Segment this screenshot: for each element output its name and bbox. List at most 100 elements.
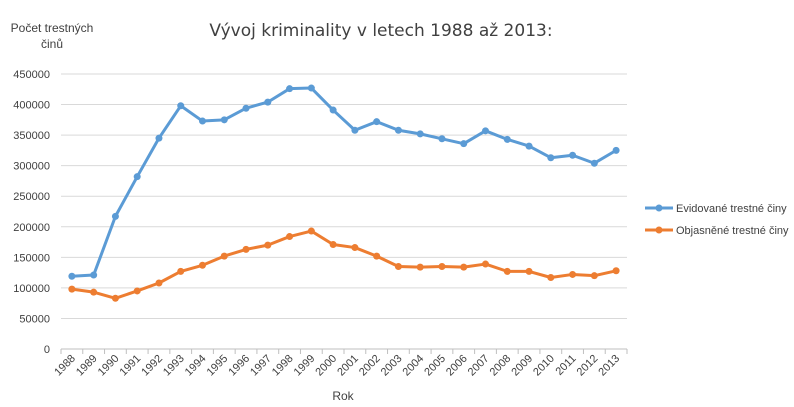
data-point <box>220 116 228 124</box>
data-point <box>264 98 272 106</box>
y-tick-label: 200000 <box>13 222 50 234</box>
data-point <box>155 279 163 287</box>
x-tick-label: 2010 <box>531 353 557 379</box>
data-point <box>351 244 359 252</box>
x-tick-label: 2004 <box>401 353 427 379</box>
y-tick-label: 350000 <box>13 130 50 142</box>
x-tick-label: 2009 <box>509 353 535 379</box>
data-point <box>155 134 163 142</box>
legend-entry: Evidované trestné činy <box>645 203 787 215</box>
x-tick-label: 2002 <box>357 353 383 379</box>
x-tick-label: 2011 <box>553 353 578 378</box>
legend-swatch-marker <box>655 204 663 212</box>
data-point <box>460 263 468 271</box>
x-axis-title: Rok <box>332 389 354 403</box>
y-tick-label: 450000 <box>13 69 50 81</box>
y-axis-ticks: 0 50000 100000 150000 200000 250000 300000 3500… <box>13 69 50 356</box>
series-group <box>68 84 620 302</box>
x-tick-label: 2003 <box>379 353 405 379</box>
legend-entry: Objasněné trestné činy <box>645 225 789 237</box>
x-tick-label: 2013 <box>596 353 622 379</box>
data-point <box>416 130 424 138</box>
x-tick-label: 1988 <box>52 353 78 379</box>
gridlines <box>61 73 627 350</box>
legend-label: Objasněné trestné činy <box>676 225 789 237</box>
series-1 <box>68 84 620 280</box>
data-point <box>438 135 446 143</box>
data-point <box>503 135 511 143</box>
legend-label: Evidované trestné činy <box>676 203 787 215</box>
data-point <box>199 117 206 125</box>
data-point <box>220 252 228 260</box>
data-point <box>482 260 489 268</box>
data-point <box>264 241 272 249</box>
legend: Evidované trestné činy Objasněné trestné … <box>645 203 789 237</box>
data-point <box>329 106 337 114</box>
x-tick-label: 1992 <box>139 353 165 379</box>
data-point <box>177 102 185 110</box>
data-point <box>612 267 620 275</box>
x-tick-label: 2001 <box>335 353 361 379</box>
x-tick-label: 2008 <box>488 353 514 379</box>
y-tick-label: 0 <box>44 344 50 356</box>
y-tick-label: 100000 <box>13 283 50 295</box>
data-point <box>242 104 250 112</box>
x-tick-label: 1989 <box>74 353 100 379</box>
x-tick-label: 2005 <box>422 353 448 379</box>
data-point <box>68 272 76 280</box>
data-point <box>503 267 511 275</box>
data-point <box>569 151 577 159</box>
y-tick-label: 50000 <box>19 313 50 325</box>
data-point <box>438 263 446 270</box>
data-point <box>590 272 598 280</box>
data-point <box>111 294 119 302</box>
series-line <box>70 86 618 278</box>
series-2 <box>68 227 620 302</box>
y-tick-label: 250000 <box>13 191 50 203</box>
y-axis-title-line-1: Počet trestných <box>11 21 94 35</box>
data-point <box>416 263 424 271</box>
data-point <box>199 261 206 269</box>
data-point <box>286 233 294 241</box>
data-point <box>569 270 577 278</box>
data-point <box>90 288 98 296</box>
data-point <box>590 159 598 167</box>
legend-swatch-marker <box>655 226 663 234</box>
data-point <box>373 118 381 126</box>
data-point <box>286 85 294 93</box>
data-point <box>547 274 555 281</box>
data-point <box>547 154 555 162</box>
data-point <box>329 241 337 248</box>
chart-title: Vývoj kriminality v letech 1988 až 2013: <box>209 21 552 41</box>
x-tick-label: 1997 <box>248 353 274 379</box>
x-tick-label: 1993 <box>161 353 187 379</box>
series-line <box>70 229 618 300</box>
x-tick-label: 1999 <box>292 353 318 379</box>
data-point <box>307 84 315 92</box>
x-tick-label: 2007 <box>466 353 492 379</box>
data-point <box>482 127 489 135</box>
data-point <box>394 126 402 134</box>
data-point <box>525 267 533 275</box>
data-point <box>68 285 76 293</box>
x-tick-label: 2006 <box>444 353 470 379</box>
x-tick-label: 1994 <box>183 353 209 379</box>
x-axis-ticks: 1988198919901991199219931994199519961997… <box>52 349 628 379</box>
data-point <box>133 173 141 181</box>
data-point <box>307 227 315 235</box>
x-tick-label: 1990 <box>96 353 122 379</box>
y-axis-title-line-2: činů <box>41 37 63 51</box>
data-point <box>90 271 98 279</box>
data-point <box>394 263 402 270</box>
x-tick-label: 1996 <box>226 353 252 379</box>
y-tick-label: 300000 <box>13 161 50 173</box>
data-point <box>460 140 468 148</box>
x-tick-label: 1995 <box>205 353 231 379</box>
data-point <box>373 252 381 260</box>
x-tick-label: 1991 <box>118 353 144 379</box>
data-point <box>525 142 533 150</box>
x-tick-label: 1998 <box>270 353 296 379</box>
data-point <box>242 245 250 253</box>
x-tick-label: 2012 <box>575 353 601 379</box>
